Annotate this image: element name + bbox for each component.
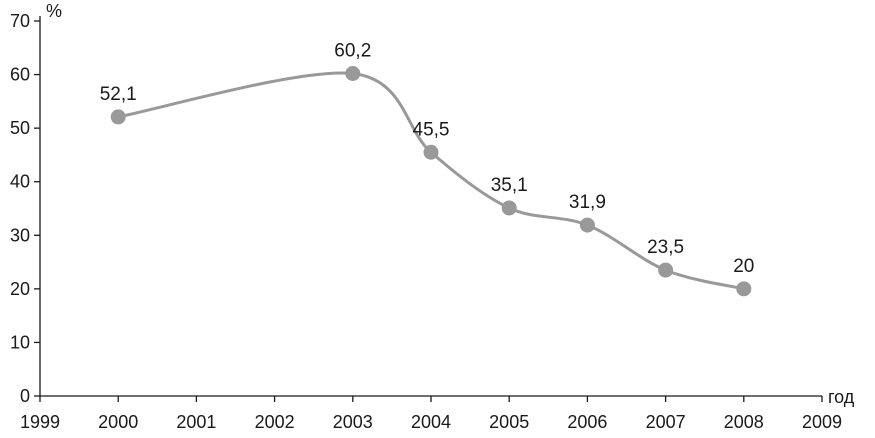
x-tick-label: 2007 xyxy=(646,412,686,432)
data-point-marker xyxy=(423,144,439,160)
y-tick-label: 70 xyxy=(10,11,30,31)
data-point-label: 23,5 xyxy=(647,237,684,258)
x-tick-label: 2000 xyxy=(98,412,138,432)
x-tick-label: 2004 xyxy=(411,412,451,432)
y-tick-label: 20 xyxy=(10,279,30,299)
data-point-label: 31,9 xyxy=(569,192,606,213)
data-point-label: 60,2 xyxy=(334,41,371,62)
y-tick-label: 10 xyxy=(10,332,30,352)
x-tick-label: 2003 xyxy=(333,412,373,432)
data-point-marker xyxy=(736,281,752,297)
x-tick-label: 2005 xyxy=(489,412,529,432)
x-tick-label: 2008 xyxy=(724,412,764,432)
data-point-label: 52,1 xyxy=(100,84,137,105)
y-tick-label: 0 xyxy=(20,386,30,406)
data-point-marker xyxy=(501,200,517,216)
data-point-label: 45,5 xyxy=(413,119,450,140)
series-group: 52,1 60,2 45,5 35,1 31,9 23,5 20 xyxy=(100,41,754,297)
data-point-marker xyxy=(658,262,674,278)
data-point-marker xyxy=(110,109,126,125)
data-point-label: 35,1 xyxy=(491,175,528,196)
x-tick-label: 1999 xyxy=(20,412,60,432)
x-tick-label: 2006 xyxy=(567,412,607,432)
axes xyxy=(39,16,822,397)
x-axis-unit-label: год xyxy=(828,387,855,407)
x-tick-label: 2009 xyxy=(802,412,842,432)
series-line xyxy=(116,71,746,291)
data-point-marker xyxy=(345,66,361,81)
data-point-marker xyxy=(579,217,595,233)
y-tick-label: 40 xyxy=(10,172,30,192)
y-tick-label: 30 xyxy=(10,225,30,245)
data-point-label: 20 xyxy=(733,256,754,277)
y-tick-label: 60 xyxy=(10,65,30,85)
y-axis-ticks: 0 10 20 30 40 50 60 70 xyxy=(10,11,40,406)
x-axis-ticks: 1999 2000 2001 2002 2003 2004 2005 2006 2007 2008… xyxy=(20,396,842,432)
x-tick-label: 2002 xyxy=(255,412,295,432)
y-tick-label: 50 xyxy=(10,118,30,138)
y-axis-unit-label: % xyxy=(46,1,62,21)
x-tick-label: 2001 xyxy=(176,412,216,432)
